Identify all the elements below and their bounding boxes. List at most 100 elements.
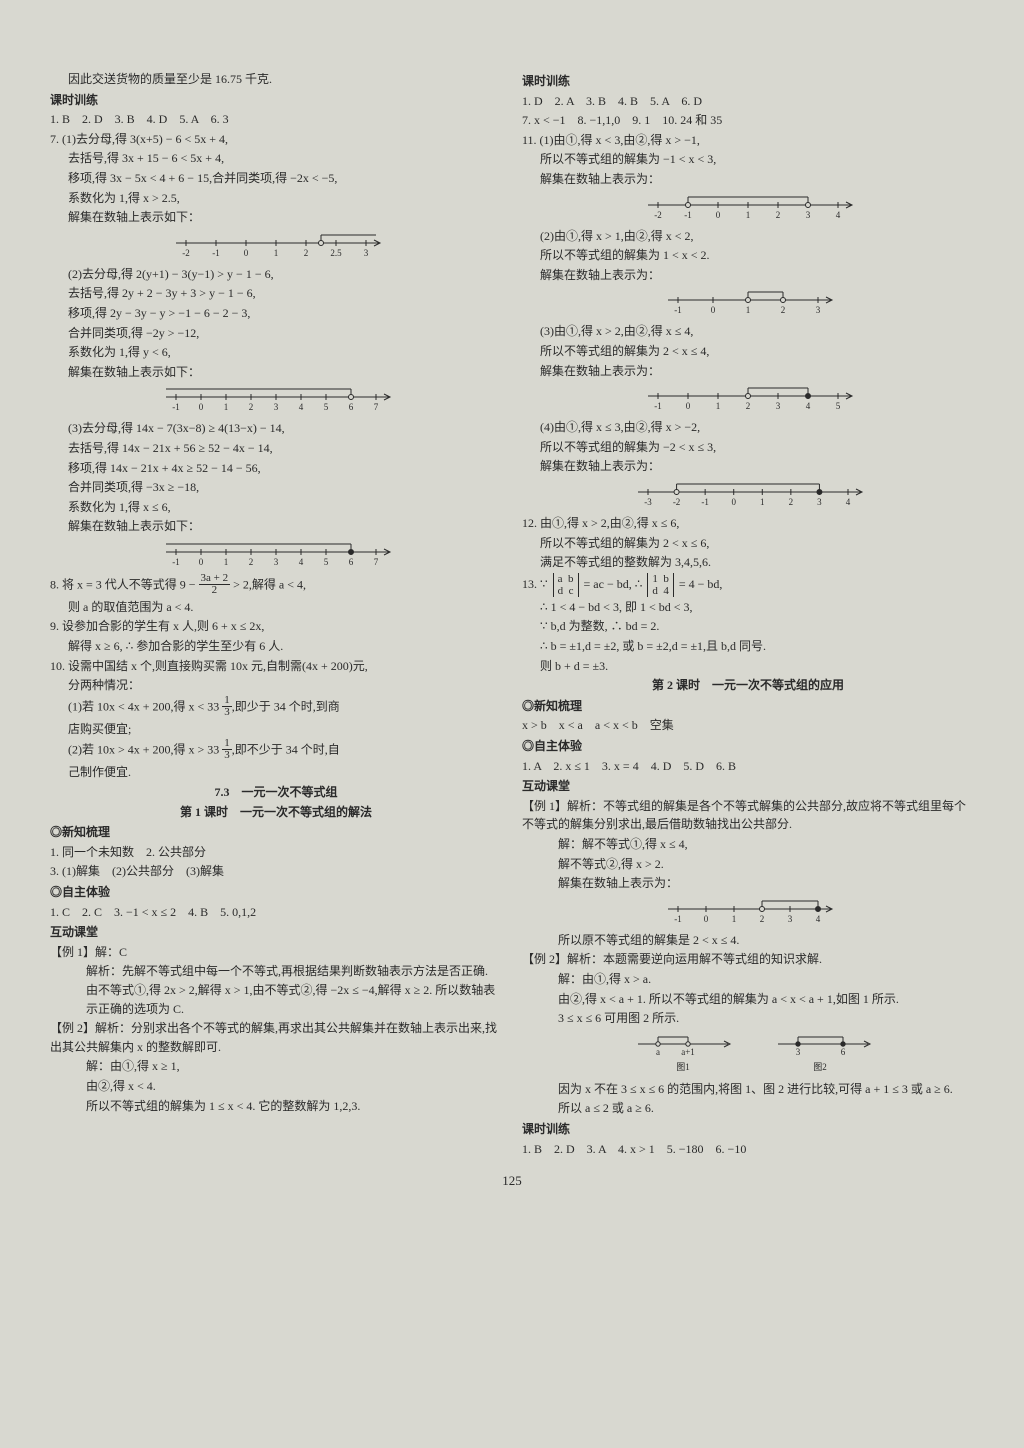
text-line: 所以 a ≤ 2 或 a ≥ 6. (522, 1099, 974, 1118)
svg-text:1: 1 (224, 402, 229, 412)
number-line-3: -101234567 (156, 540, 396, 570)
text-line: 12. 由①,得 x > 2,由②,得 x ≤ 6, (522, 514, 974, 533)
right-column: 课时训练 1. D 2. A 3. B 4. B 5. A 6. D 7. x … (522, 70, 974, 1159)
text-line: 【例 2】解析：本题需要逆向运用解不等式组的知识求解. (522, 950, 974, 969)
svg-text:4: 4 (836, 210, 841, 220)
svg-text:3: 3 (776, 401, 781, 411)
heading: 第 1 课时 一元一次不等式组的解法 (50, 803, 502, 822)
text-line: 满足不等式组的整数解为 3,4,5,6. (522, 553, 974, 572)
text-line: (1)若 10x < 4x + 200,得 x < 33 13,即少于 34 个… (50, 696, 502, 719)
svg-text:3: 3 (788, 914, 793, 924)
text-line: 1. C 2. C 3. −1 < x ≤ 2 4. B 5. 0,1,2 (50, 903, 502, 922)
left-column: 因此交送货物的质量至少是 16.75 千克. 课时训练 1. B 2. D 3.… (50, 70, 502, 1159)
fraction: 3a + 22 (199, 573, 231, 596)
text-line: 【例 1】解：C (50, 943, 502, 962)
text-line: 己制作便宜. (50, 763, 502, 782)
text-line: 解集在数轴上表示为： (522, 874, 974, 893)
svg-text:-1: -1 (172, 557, 180, 567)
heading: 互动课堂 (522, 777, 974, 796)
text-line: 合并同类项,得 −2y > −12, (50, 324, 502, 343)
heading: 课时训练 (522, 72, 974, 91)
text-line: 由②,得 x < 4. (50, 1077, 502, 1096)
text-line: 解集在数轴上表示为： (522, 266, 974, 285)
svg-text:3: 3 (274, 402, 279, 412)
svg-text:5: 5 (324, 402, 329, 412)
text-line: 解集在数轴上表示如下： (50, 208, 502, 227)
svg-text:3: 3 (817, 497, 822, 507)
text-line: 解集在数轴上表示为： (522, 170, 974, 189)
text-line: 解集在数轴上表示如下： (50, 517, 502, 536)
svg-text:0: 0 (199, 557, 204, 567)
page-container: 因此交送货物的质量至少是 16.75 千克. 课时训练 1. B 2. D 3.… (50, 70, 974, 1159)
text-line: 系数化为 1,得 x ≤ 6, (50, 498, 502, 517)
svg-text:4: 4 (806, 401, 811, 411)
text-line: 所以不等式组的解集为 1 < x < 2. (522, 246, 974, 265)
text-line: 7. x < −1 8. −1,1,0 9. 1 10. 24 和 35 (522, 111, 974, 130)
svg-text:5: 5 (324, 557, 329, 567)
determinant: 1 bd 4 (647, 573, 674, 597)
svg-text:4: 4 (299, 402, 304, 412)
text-line: (2)由①,得 x > 1,由②,得 x < 2, (522, 227, 974, 246)
text-line: ∴ b = ±1,d = ±2, 或 b = ±2,d = ±1,且 b,d 同… (522, 637, 974, 656)
text-line: 10. 设需中国结 x 个,则直接购买需 10x 元,自制需(4x + 200)… (50, 657, 502, 676)
svg-text:6: 6 (349, 402, 354, 412)
svg-text:4: 4 (846, 497, 851, 507)
text-line: 解得 x ≥ 6, ∴ 参加合影的学生至少有 6 人. (50, 637, 502, 656)
svg-text:-2: -2 (654, 210, 662, 220)
text-line: 7. (1)去分母,得 3(x+5) − 6 < 5x + 4, (50, 130, 502, 149)
svg-text:3: 3 (806, 210, 811, 220)
text-line: (3)去分母,得 14x − 7(3x−8) ≥ 4(13−x) − 14, (50, 419, 502, 438)
text-line: 1. D 2. A 3. B 4. B 5. A 6. D (522, 92, 974, 111)
fraction: 13 (222, 695, 232, 718)
text-line: 解不等式②,得 x > 2. (522, 855, 974, 874)
text-line: (3)由①,得 x > 2,由②,得 x ≤ 4, (522, 322, 974, 341)
text-line: 店购买便宜; (50, 720, 502, 739)
text-line: 11. (1)由①,得 x < 3,由②,得 x > −1, (522, 131, 974, 150)
svg-text:-1: -1 (674, 305, 682, 315)
svg-text:1: 1 (224, 557, 229, 567)
heading: 课时训练 (522, 1120, 974, 1139)
text-line: 所以原不等式组的解集是 2 < x ≤ 4. (522, 931, 974, 950)
determinant: a bd c (553, 573, 579, 597)
svg-text:7: 7 (374, 557, 379, 567)
svg-text:-1: -1 (212, 248, 220, 258)
heading: 互动课堂 (50, 923, 502, 942)
text-line: 1. B 2. D 3. A 4. x > 1 5. −180 6. −10 (522, 1140, 974, 1159)
text-line: 解集在数轴上表示如下： (50, 363, 502, 382)
fraction: 13 (222, 738, 232, 761)
text-span: (1)若 10x < 4x + 200,得 x < 33 (68, 699, 222, 713)
heading: ◎新知梳理 (50, 823, 502, 842)
svg-text:-2: -2 (673, 497, 681, 507)
svg-text:3: 3 (274, 557, 279, 567)
svg-text:-2: -2 (182, 248, 190, 258)
svg-text:a+1: a+1 (681, 1047, 695, 1057)
svg-text:-1: -1 (674, 914, 682, 924)
text-line: 1. 同一个未知数 2. 公共部分 (50, 843, 502, 862)
svg-text:-3: -3 (644, 497, 652, 507)
svg-text:3: 3 (364, 248, 369, 258)
number-line-r1: -2-101234 (638, 193, 858, 223)
svg-text:6: 6 (841, 1047, 846, 1057)
text-span: ,即少于 34 个时,到商 (232, 699, 340, 713)
text-line: 移项,得 3x − 5x < 4 + 6 − 15,合并同类项,得 −2x < … (50, 169, 502, 188)
svg-text:2: 2 (776, 210, 781, 220)
text-line: 解：解不等式①,得 x ≤ 4, (522, 835, 974, 854)
svg-text:2: 2 (789, 497, 794, 507)
svg-text:-1: -1 (172, 402, 180, 412)
svg-text:3: 3 (796, 1047, 801, 1057)
svg-text:2: 2 (304, 248, 309, 258)
svg-text:1: 1 (746, 305, 751, 315)
text-span: ,即不少于 34 个时,自 (232, 743, 340, 757)
heading: 课时训练 (50, 91, 502, 110)
text-span: = 4 − bd, (676, 577, 723, 591)
svg-text:1: 1 (274, 248, 279, 258)
svg-text:0: 0 (244, 248, 249, 258)
text-line: 【例 1】解析：不等式组的解集是各个不等式解集的公共部分,故应将不等式组里每个不… (522, 797, 974, 834)
text-line: ∴ 1 < 4 − bd < 3, 即 1 < bd < 3, (522, 598, 974, 617)
text-line: 因此交送货物的质量至少是 16.75 千克. (50, 70, 502, 89)
svg-text:-1: -1 (701, 497, 709, 507)
text-line: 系数化为 1,得 x > 2.5, (50, 189, 502, 208)
text-line: 解集在数轴上表示为： (522, 457, 974, 476)
text-line: 1. A 2. x ≤ 1 3. x = 4 4. D 5. D 6. B (522, 757, 974, 776)
text-line: 所以不等式组的解集为 1 ≤ x < 4. 它的整数解为 1,2,3. (50, 1097, 502, 1116)
